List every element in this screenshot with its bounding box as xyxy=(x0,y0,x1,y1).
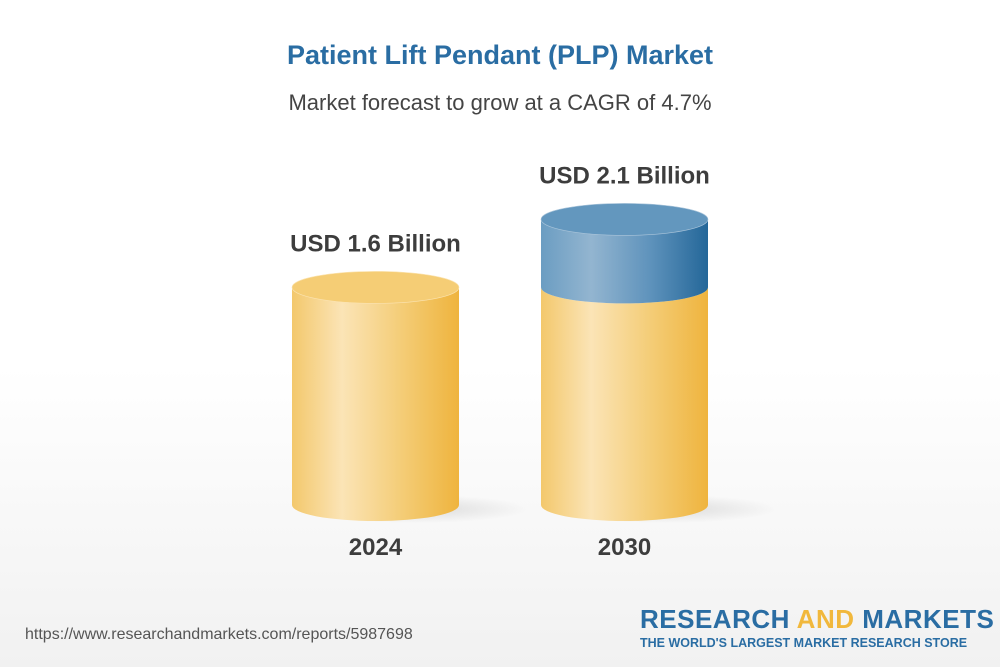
x-tick-label: 2024 xyxy=(349,534,403,561)
x-tick-label: 2030 xyxy=(598,534,651,561)
data-label: USD 1.6 Billion xyxy=(290,230,461,257)
bar-top xyxy=(291,271,460,304)
chart-title: Patient Lift Pendant (PLP) Market xyxy=(286,40,714,70)
bar-top xyxy=(540,203,709,236)
source-url[interactable]: https://www.researchandmarkets.com/repor… xyxy=(25,626,413,643)
chart-subtitle: Market forecast to grow at a CAGR of 4.7… xyxy=(288,90,712,115)
bar-2030-base xyxy=(541,287,708,521)
data-label: USD 2.1 Billion xyxy=(539,162,710,189)
cylinder-chart: USD 1.6 Billion 2024 USD 2.1 Billion 2030 xyxy=(290,162,778,561)
bar-2024-base xyxy=(292,287,460,521)
bar-2030-growth xyxy=(541,219,708,304)
research-and-markets-logo: RESEARCH AND MARKETS THE WORLD'S LARGEST… xyxy=(640,604,995,650)
